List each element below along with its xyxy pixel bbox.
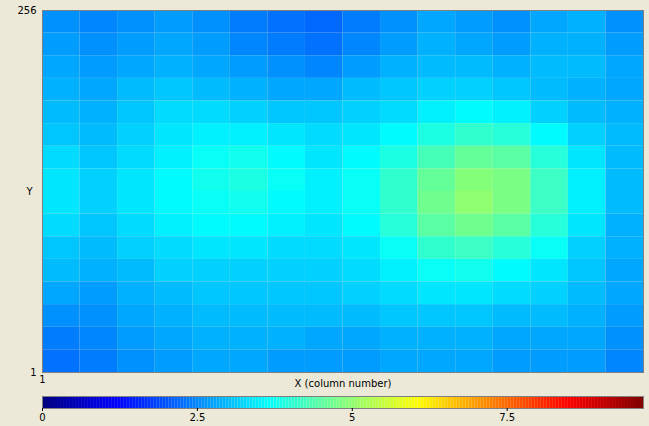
svg-text:X (column number): X (column number) xyxy=(295,378,392,389)
svg-text:5: 5 xyxy=(349,412,355,423)
svg-text:Y: Y xyxy=(26,186,34,197)
svg-text:256: 256 xyxy=(17,5,36,16)
svg-text:1: 1 xyxy=(39,374,45,385)
svg-text:1: 1 xyxy=(30,367,36,378)
svg-text:2.5: 2.5 xyxy=(189,412,205,423)
svg-text:7.5: 7.5 xyxy=(499,412,515,423)
svg-text:0: 0 xyxy=(39,412,45,423)
